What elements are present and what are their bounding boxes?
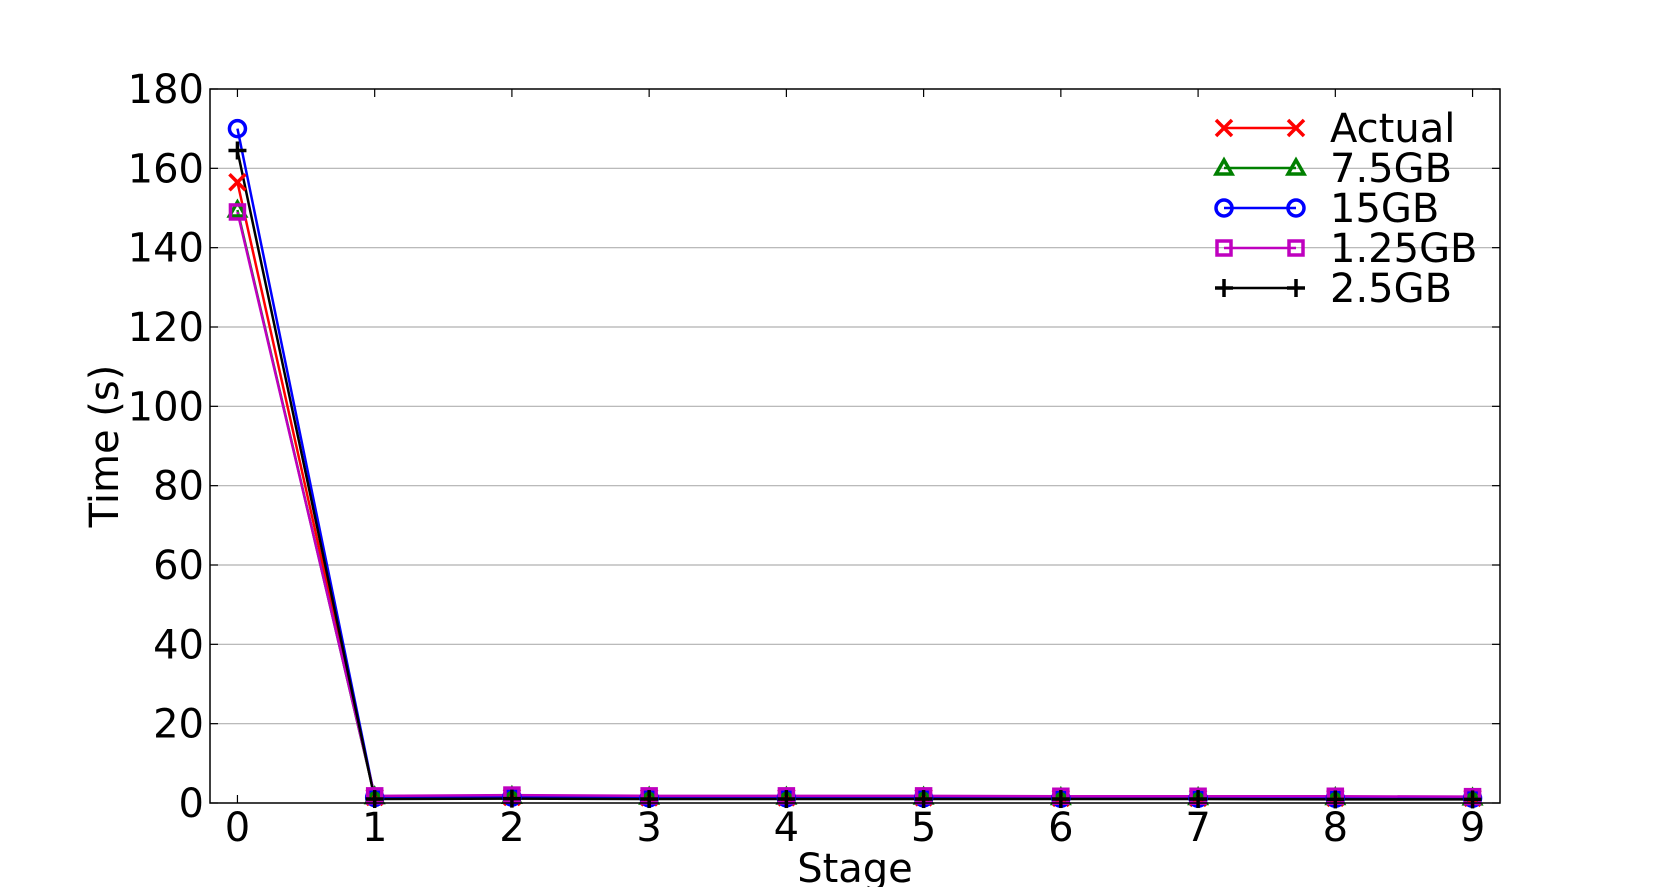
x-tick-label: 8 xyxy=(1323,805,1348,851)
x-tick-label: 1 xyxy=(362,805,387,851)
series-line-2-5gb xyxy=(236,150,1473,801)
legend-item-15gb: 15GB xyxy=(1214,186,1439,232)
legend-marker xyxy=(1287,239,1305,257)
legend-marker xyxy=(1286,118,1306,138)
x-tick-label: 2 xyxy=(499,805,524,851)
legend-marker xyxy=(1214,118,1234,138)
data-point-15gb xyxy=(227,118,248,139)
y-tick-label: 140 xyxy=(128,226,204,272)
y-tick-label: 160 xyxy=(128,146,204,192)
legend-marker xyxy=(1287,279,1305,297)
x-axis-label: Stage xyxy=(797,846,913,887)
data-point-1-25gb xyxy=(228,203,247,221)
y-tick-label: 20 xyxy=(153,702,204,748)
x-tick-label: 7 xyxy=(1185,805,1210,851)
legend-marker xyxy=(1215,239,1233,257)
y-tick-label: 60 xyxy=(153,543,204,589)
marker-stroke xyxy=(1214,118,1234,138)
x-tick-label: 0 xyxy=(225,805,250,851)
legend-label: 1.25GB xyxy=(1330,226,1478,272)
y-tick-label: 100 xyxy=(128,384,204,430)
legend-label: 7.5GB xyxy=(1330,146,1452,192)
y-tick-label: 80 xyxy=(153,464,204,510)
legend-marker xyxy=(1284,156,1308,176)
gridlines xyxy=(210,167,1500,725)
series-line-7-5gb xyxy=(236,209,1473,800)
legend-marker xyxy=(1214,198,1234,218)
legend-item-1-25gb: 1.25GB xyxy=(1215,226,1478,272)
series-line-1-25gb xyxy=(236,211,1473,798)
legend-item-actual: Actual xyxy=(1214,106,1455,152)
x-tick-label: 6 xyxy=(1048,805,1073,851)
legend-marker xyxy=(1215,279,1233,297)
y-tick-label: 120 xyxy=(128,305,204,351)
legend-label: Actual xyxy=(1330,106,1455,152)
legend-label: 15GB xyxy=(1330,186,1439,232)
series-markers xyxy=(226,118,1484,809)
x-tick-label: 9 xyxy=(1460,805,1485,851)
marker-stroke xyxy=(228,172,247,192)
legend-label: 2.5GB xyxy=(1330,266,1452,312)
y-tick-label: 180 xyxy=(128,67,204,113)
marker-stroke xyxy=(1286,118,1306,138)
series-line-actual xyxy=(236,181,1473,800)
x-tick-label: 4 xyxy=(774,805,799,851)
legend-marker xyxy=(1212,156,1236,176)
axis-ticks: 0 20 40 60 80 100 120 140 160 180 0 1 2 3 4 5 6 7 8 9 xyxy=(128,67,1500,851)
y-axis-label: Time (s) xyxy=(82,365,128,529)
series-line-15gb xyxy=(236,128,1473,800)
legend-item-2-5gb: 2.5GB xyxy=(1215,266,1452,312)
x-tick-label: 3 xyxy=(636,805,661,851)
y-tick-label: 0 xyxy=(179,781,204,827)
plot-frame xyxy=(209,88,1501,804)
legend-marker xyxy=(1286,198,1306,218)
series-lines xyxy=(236,128,1473,801)
x-tick-label: 5 xyxy=(911,805,936,851)
data-point-actual xyxy=(228,172,247,192)
legend-item-7-5gb: 7.5GB xyxy=(1212,146,1452,192)
data-point-7-5gb xyxy=(226,198,249,218)
data-point-2-5gb xyxy=(228,141,247,160)
y-tick-label: 40 xyxy=(153,622,204,668)
